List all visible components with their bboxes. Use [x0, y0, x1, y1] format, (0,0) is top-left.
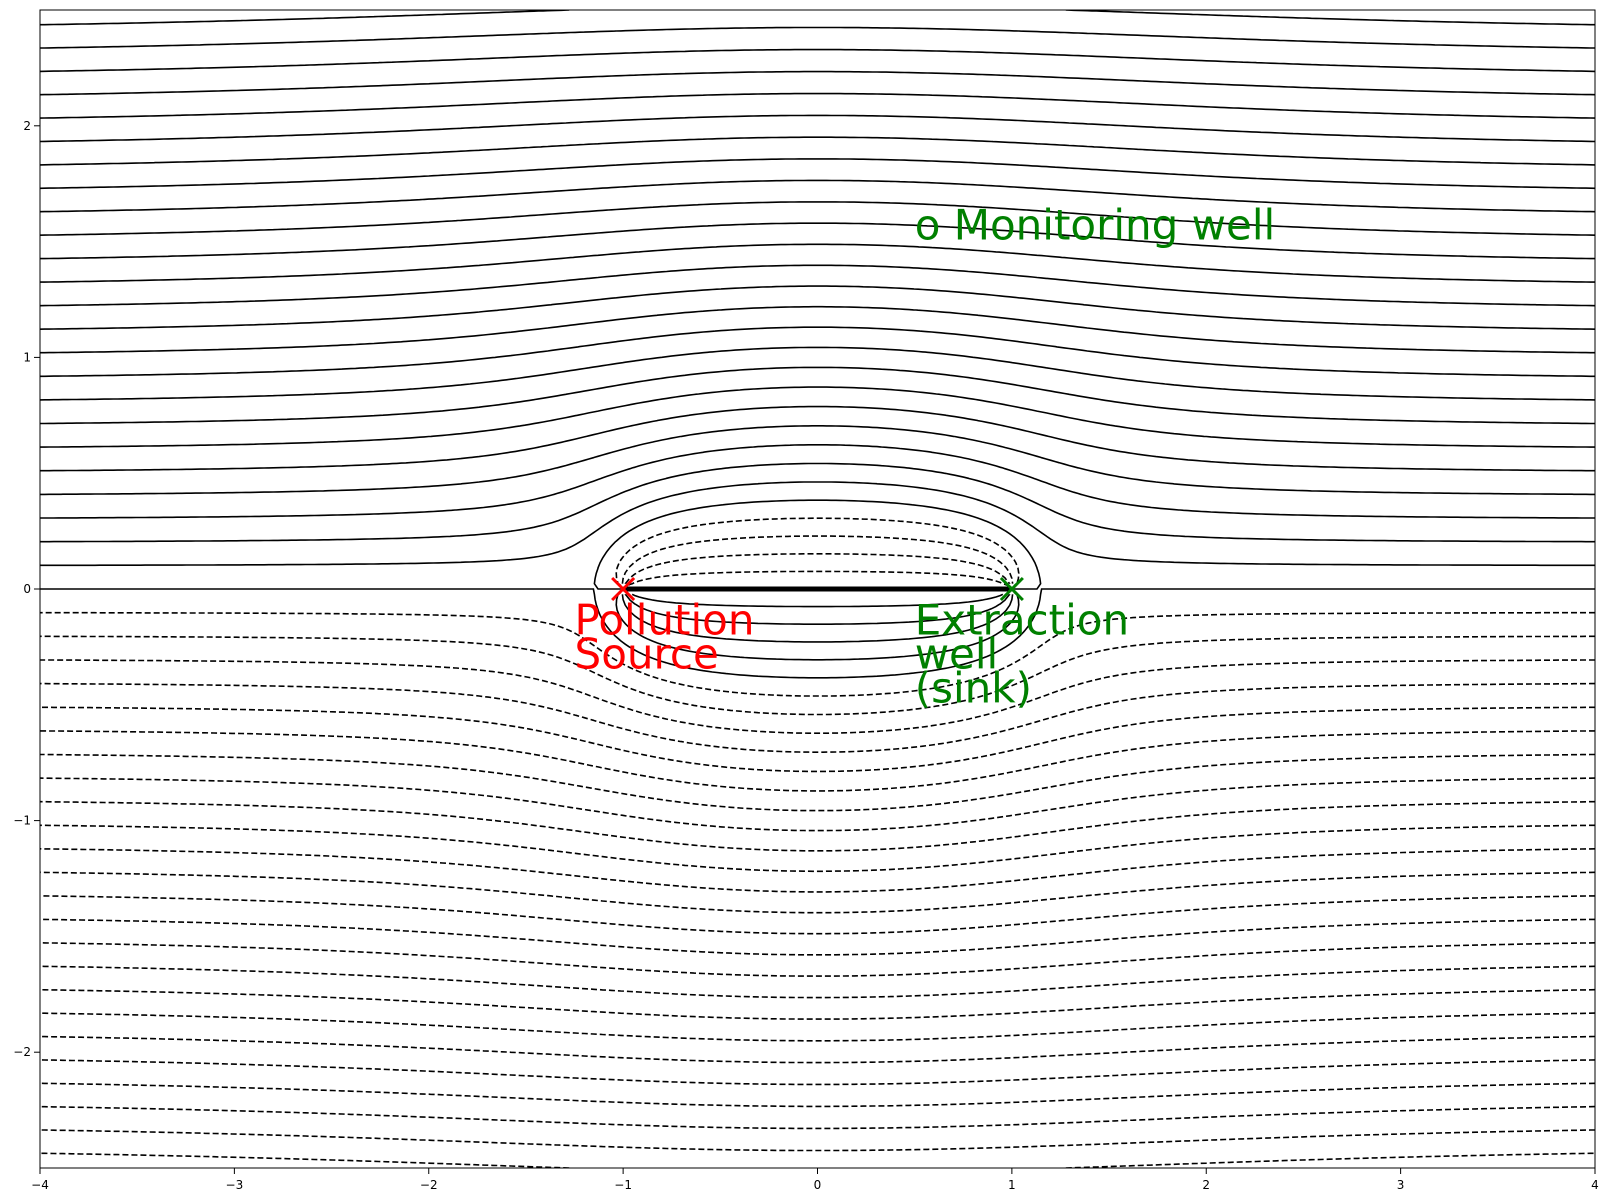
contour-lines — [40, 10, 1595, 1168]
contour-level — [40, 553, 1595, 734]
x-tick-label: 3 — [1397, 1178, 1405, 1192]
contour-level — [40, 48, 1595, 73]
x-axis: −4 −3 −2 −1 0 1 2 3 4 — [31, 1168, 1599, 1192]
contour-level — [40, 1035, 1595, 1064]
contour-level — [40, 26, 1595, 49]
x-tick-label: −2 — [420, 1178, 438, 1192]
contour-level — [40, 777, 1595, 832]
contour-level — [40, 535, 1595, 716]
y-tick-label: −1 — [13, 814, 31, 828]
contour-level — [40, 848, 1595, 893]
contour-level — [40, 942, 1595, 977]
contour-level — [40, 114, 1595, 143]
pollution-source-label-line: Pollution — [575, 596, 755, 645]
contour-level — [40, 706, 1595, 773]
y-tick-label: 0 — [23, 582, 31, 596]
contour-level — [40, 1012, 1595, 1042]
x-tick-label: −1 — [614, 1178, 632, 1192]
contour-level — [40, 730, 1595, 792]
x-tick-label: −4 — [31, 1178, 49, 1192]
contour-level — [40, 201, 1595, 236]
pollution-source-label-line: Source — [575, 630, 719, 679]
contour-level — [40, 753, 1595, 812]
y-tick-label: 2 — [23, 119, 31, 133]
pollution-source-label: Pollution Source — [575, 596, 755, 679]
contour-level — [40, 444, 1595, 625]
source-marker — [611, 576, 636, 602]
x-tick-label: 4 — [1591, 1178, 1599, 1192]
contour-level — [40, 179, 1595, 213]
contour-level — [40, 871, 1595, 914]
extraction-well-label-line: (sink) — [915, 664, 1032, 713]
contour-level — [40, 386, 1595, 448]
x-tick-label: 1 — [1008, 1178, 1016, 1192]
contour-level — [40, 517, 1595, 697]
extraction-well-label: Extraction well (sink) — [915, 596, 1129, 713]
contour-level — [40, 1082, 1595, 1108]
monitoring-well-label: o Monitoring well — [915, 201, 1276, 250]
contour-level — [40, 965, 1595, 999]
contour-level — [40, 1129, 1595, 1152]
contour-level — [40, 70, 1595, 96]
extraction-well-label-line: well — [915, 630, 999, 679]
point-markers — [611, 576, 1024, 602]
contour-level — [40, 305, 1595, 354]
contour-level — [40, 405, 1595, 472]
contour-level — [40, 462, 1595, 643]
extraction-well-label-line: Extraction — [915, 596, 1129, 645]
contour-level — [40, 824, 1595, 873]
contour-level — [40, 1152, 1595, 1168]
contour-level — [40, 326, 1595, 378]
contour-level — [40, 918, 1595, 956]
contour-level — [40, 346, 1595, 401]
contour-level — [40, 895, 1595, 935]
x-tick-label: −3 — [226, 1178, 244, 1192]
x-tick-label: 2 — [1202, 1178, 1210, 1192]
contour-level — [40, 800, 1595, 852]
contour-level — [40, 481, 1595, 661]
contour-level — [40, 1105, 1595, 1130]
contour-level — [40, 1059, 1595, 1086]
contour-level — [40, 222, 1595, 260]
contour-level — [40, 285, 1595, 330]
contour-level — [40, 10, 1595, 26]
annotations: Pollution Source Extraction well (sink) o Mon… — [575, 201, 1276, 713]
contour-level — [40, 499, 1595, 679]
sink-marker — [999, 576, 1024, 602]
contour-level — [40, 366, 1595, 425]
y-tick-label: 1 — [23, 350, 31, 364]
contour-level — [40, 570, 1595, 753]
contour-level — [40, 92, 1595, 119]
contour-level — [40, 425, 1595, 608]
contour-level — [40, 136, 1595, 166]
monitoring-well-label-line: o Monitoring well — [915, 201, 1276, 250]
y-axis: −2 −1 0 1 2 — [13, 119, 40, 1059]
contour-level — [40, 988, 1595, 1020]
x-tick-label: 0 — [814, 1178, 822, 1192]
contour-level — [40, 243, 1595, 283]
contour-level — [40, 264, 1595, 307]
contour-level — [40, 158, 1595, 190]
y-tick-label: −2 — [13, 1045, 31, 1059]
